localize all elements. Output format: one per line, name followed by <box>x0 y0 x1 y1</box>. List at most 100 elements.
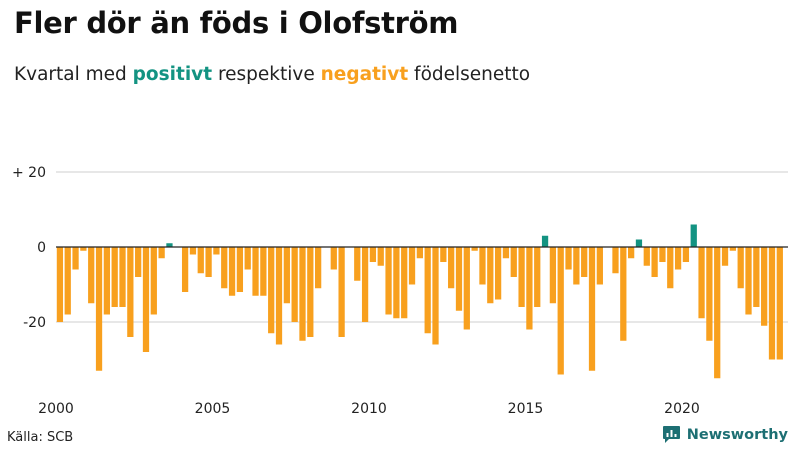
newsworthy-logo-icon <box>662 426 680 443</box>
x-tick-label: 2005 <box>195 401 231 417</box>
bar <box>432 247 439 345</box>
bar <box>205 247 212 277</box>
bar <box>573 247 580 285</box>
bar <box>565 247 572 270</box>
bar <box>612 247 619 274</box>
y-tick-label: 0 <box>37 240 46 256</box>
x-tick-label: 2020 <box>664 401 700 417</box>
bar <box>674 247 682 270</box>
bar <box>510 247 517 277</box>
bar <box>416 247 423 259</box>
bar <box>651 247 658 277</box>
bar <box>166 243 173 247</box>
subtitle-text-start: Kvartal med <box>14 64 133 85</box>
bar <box>706 247 713 341</box>
bar <box>369 247 377 262</box>
bar <box>150 247 157 315</box>
bar <box>721 247 729 266</box>
bar <box>181 247 189 292</box>
subtitle-positive-label: positivt <box>132 64 213 85</box>
bar <box>354 247 361 281</box>
bar <box>768 247 776 360</box>
bar <box>244 247 251 270</box>
subtitle-negative-label: negativt <box>320 64 409 85</box>
bar <box>753 247 760 307</box>
x-tick-label: 2010 <box>351 401 387 417</box>
bar <box>291 247 298 322</box>
bar <box>714 247 721 379</box>
gridlines <box>56 171 788 323</box>
bar <box>56 247 64 322</box>
bar <box>127 247 134 337</box>
x-tick-label: 2015 <box>508 401 544 417</box>
bar <box>745 247 752 315</box>
subtitle-text-middle: respektive <box>212 64 321 85</box>
bar <box>385 247 392 315</box>
y-tick-label: + 20 <box>12 165 46 181</box>
bar <box>463 247 470 330</box>
x-tick-label: 2000 <box>38 401 74 417</box>
bar <box>534 247 541 307</box>
bar <box>557 247 564 375</box>
bar <box>338 247 345 337</box>
bar <box>588 247 596 371</box>
bar <box>667 247 674 289</box>
bar <box>95 247 103 371</box>
axes: + 20 0 -20 2000 2005 2010 2015 2020 <box>12 165 788 417</box>
bar <box>776 247 783 360</box>
bar <box>487 247 494 304</box>
bar <box>596 247 603 285</box>
bar <box>541 235 549 247</box>
bar <box>455 247 463 311</box>
bar <box>315 247 322 289</box>
bar <box>228 247 236 296</box>
bar <box>88 247 95 304</box>
bar <box>80 247 87 251</box>
bar <box>518 247 525 307</box>
brand-name: Newsworthy <box>686 426 788 443</box>
bar <box>213 247 220 255</box>
chart-subtitle: Kvartal med positivt respektive negativt… <box>14 64 530 85</box>
bar <box>698 247 705 319</box>
bar <box>72 247 79 270</box>
bar <box>635 239 643 247</box>
bar <box>643 247 650 266</box>
bar <box>252 247 259 296</box>
bar <box>260 247 267 296</box>
bar <box>479 247 486 285</box>
bar <box>628 247 635 259</box>
bar <box>64 247 71 315</box>
bar <box>393 247 400 319</box>
brand-logo: Newsworthy <box>662 425 788 444</box>
bar <box>307 247 314 337</box>
bar <box>361 247 369 322</box>
bar <box>111 247 118 307</box>
chart-title: Fler dör än föds i Olofström <box>14 6 459 40</box>
bar <box>268 247 275 334</box>
bar <box>659 247 666 262</box>
source-label: Källa: SCB <box>7 430 74 445</box>
bar <box>103 247 110 315</box>
bar <box>283 247 290 304</box>
bar <box>330 247 337 270</box>
bar <box>424 247 431 334</box>
bar <box>236 247 244 292</box>
bar <box>377 247 384 266</box>
bar <box>221 247 228 289</box>
bar <box>549 247 557 304</box>
bar <box>761 247 768 326</box>
bar <box>526 247 533 330</box>
bars <box>56 224 783 379</box>
bar <box>737 247 744 289</box>
bar <box>189 247 197 255</box>
bar <box>494 247 502 300</box>
bar <box>581 247 588 277</box>
bar <box>408 247 416 285</box>
bar <box>401 247 408 319</box>
bar <box>620 247 627 341</box>
bar <box>690 224 697 247</box>
subtitle-text-end: födelsenetto <box>408 64 531 85</box>
bar <box>135 247 142 277</box>
bar <box>158 247 165 259</box>
